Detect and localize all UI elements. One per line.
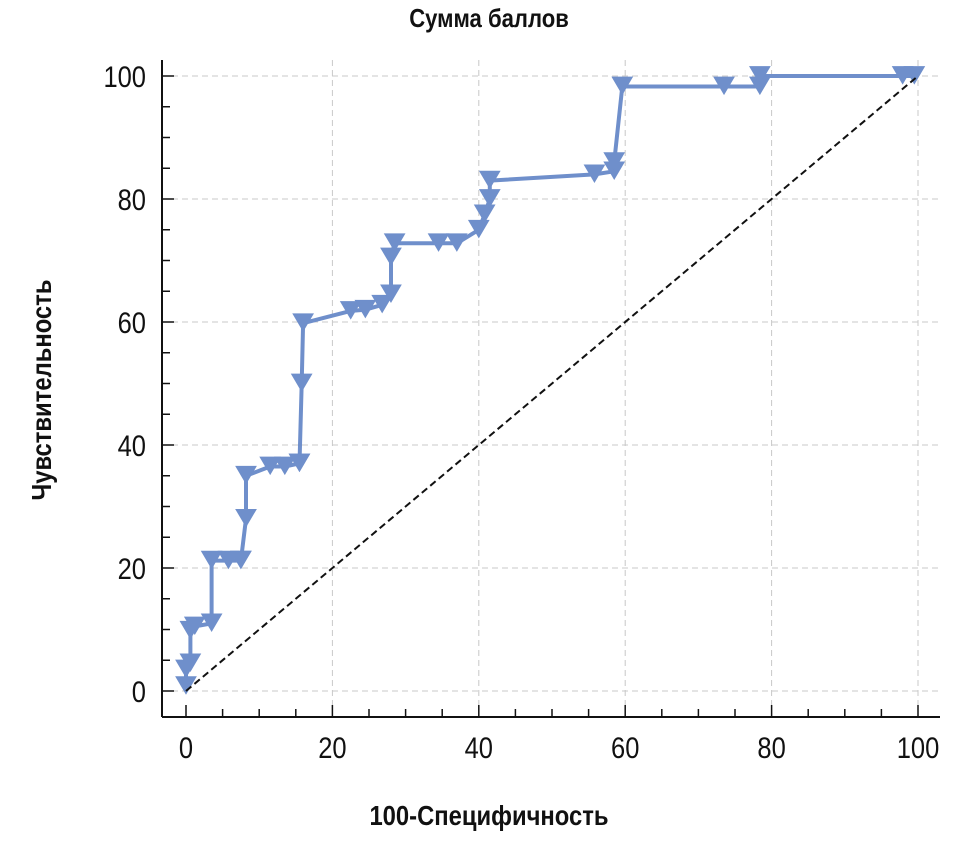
roc-point-marker bbox=[235, 508, 257, 528]
roc-point-marker bbox=[339, 301, 362, 320]
y-tick-label: 20 bbox=[118, 552, 146, 585]
y-tick-label: 60 bbox=[118, 306, 146, 339]
roc-point-marker bbox=[903, 66, 926, 85]
roc-point-marker bbox=[467, 219, 490, 239]
roc-point-marker bbox=[380, 247, 402, 267]
roc-point-marker bbox=[273, 456, 296, 476]
y-tick-label: 80 bbox=[118, 183, 146, 216]
roc-point-marker bbox=[200, 613, 223, 632]
reference-diagonal-line bbox=[185, 75, 919, 692]
roc-point-marker bbox=[292, 313, 314, 332]
roc-point-marker bbox=[713, 76, 735, 96]
roc-point-marker bbox=[427, 233, 450, 252]
x-tick-label: 40 bbox=[465, 731, 493, 764]
roc-point-marker bbox=[290, 373, 313, 393]
x-axis-label: 100-Специфичность bbox=[369, 800, 609, 831]
roc-point-marker bbox=[380, 284, 402, 303]
roc-point-marker bbox=[478, 170, 501, 190]
roc-point-marker bbox=[371, 294, 394, 314]
roc-point-marker bbox=[749, 66, 771, 85]
roc-point-marker bbox=[611, 76, 634, 96]
x-tick-label: 20 bbox=[318, 731, 346, 764]
roc-point-marker bbox=[235, 465, 257, 485]
roc-point-marker bbox=[288, 453, 311, 473]
roc-point-marker bbox=[179, 653, 202, 672]
roc-point-marker bbox=[603, 152, 626, 171]
roc-point-marker bbox=[259, 456, 282, 476]
x-tick-label: 80 bbox=[757, 731, 785, 764]
chart-title: Сумма баллов bbox=[409, 3, 569, 33]
y-tick-label: 100 bbox=[103, 60, 146, 93]
roc-point-marker bbox=[478, 189, 501, 208]
roc-point-marker bbox=[200, 550, 223, 570]
x-tick-label: 0 bbox=[179, 731, 193, 764]
roc-point-marker bbox=[354, 299, 377, 319]
roc-point-marker bbox=[473, 204, 496, 224]
roc-point-marker bbox=[583, 164, 606, 184]
roc-point-marker bbox=[230, 550, 252, 570]
x-tick-label: 100 bbox=[897, 731, 940, 764]
y-tick-label: 0 bbox=[132, 675, 146, 708]
roc-point-marker bbox=[383, 233, 406, 252]
x-tick-label: 60 bbox=[611, 731, 639, 764]
roc-point-marker bbox=[445, 233, 468, 252]
roc-point-marker bbox=[183, 616, 206, 636]
y-tick-label: 40 bbox=[118, 429, 146, 462]
